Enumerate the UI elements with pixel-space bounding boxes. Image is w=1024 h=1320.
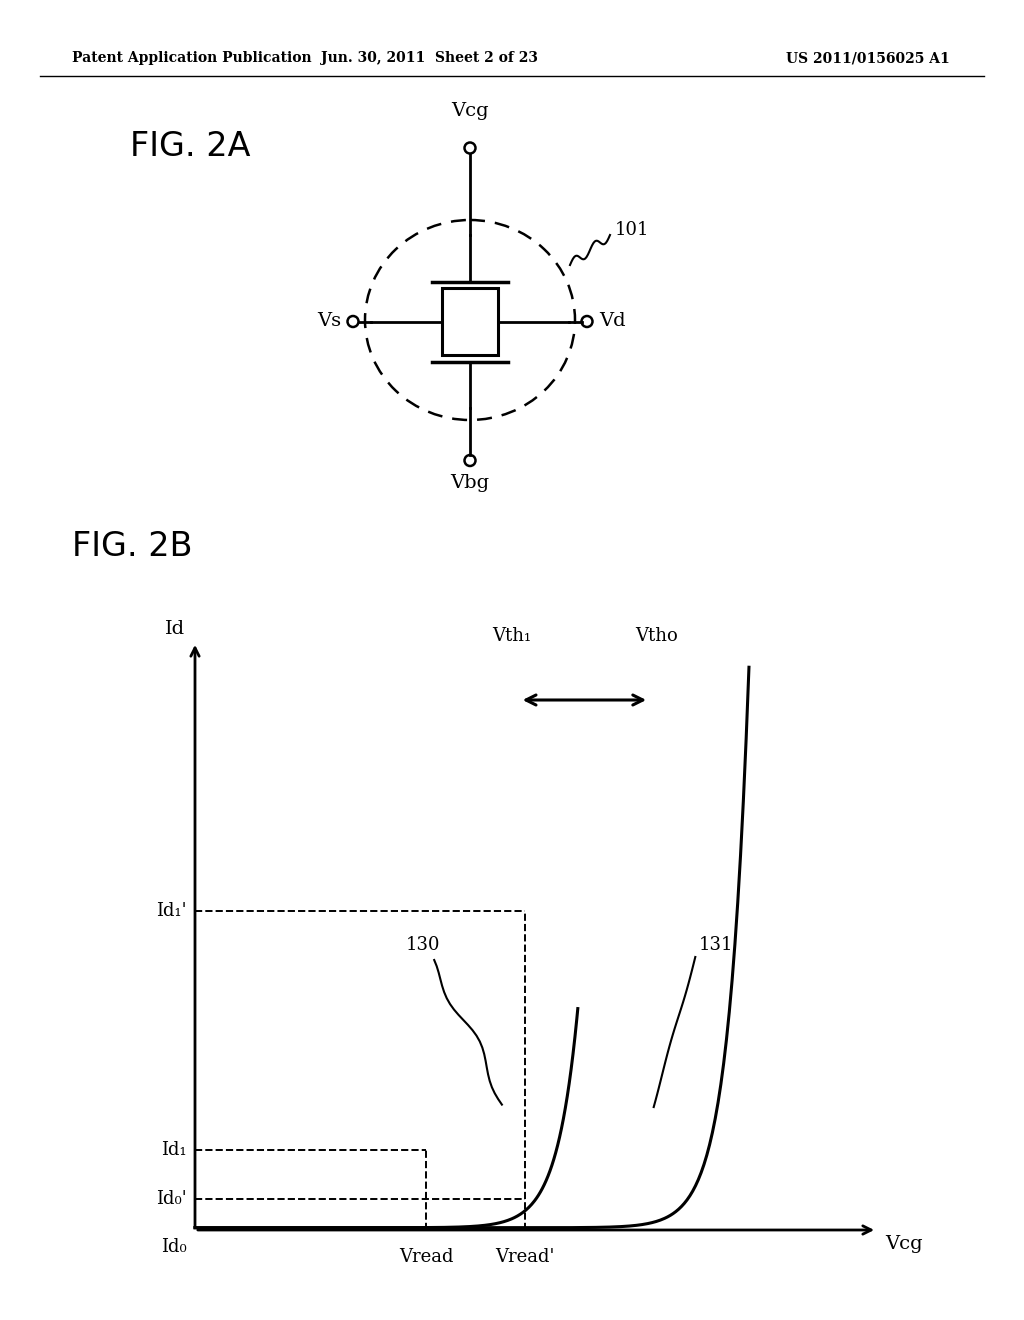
Text: Vth₁: Vth₁: [493, 627, 531, 645]
Text: US 2011/0156025 A1: US 2011/0156025 A1: [786, 51, 950, 65]
Text: FIG. 2A: FIG. 2A: [130, 129, 251, 162]
Text: Patent Application Publication: Patent Application Publication: [72, 51, 311, 65]
Text: Jun. 30, 2011  Sheet 2 of 23: Jun. 30, 2011 Sheet 2 of 23: [322, 51, 539, 65]
Text: Vs: Vs: [316, 313, 341, 330]
Text: Vtho: Vtho: [636, 627, 678, 645]
Text: Vcg: Vcg: [452, 102, 488, 120]
Text: Id₀: Id₀: [161, 1238, 187, 1257]
Text: Vcg: Vcg: [885, 1236, 923, 1253]
Text: Id: Id: [165, 620, 185, 638]
Text: 101: 101: [615, 220, 649, 239]
Text: 130: 130: [407, 936, 440, 954]
Text: Vread: Vread: [398, 1247, 454, 1266]
Text: Vread': Vread': [496, 1247, 555, 1266]
Text: 131: 131: [698, 936, 733, 954]
Text: FIG. 2B: FIG. 2B: [72, 531, 193, 564]
Bar: [442, 288, 498, 355]
Text: Vbg: Vbg: [451, 474, 489, 492]
Text: Id₁: Id₁: [162, 1142, 187, 1159]
Text: Vd: Vd: [599, 313, 626, 330]
Text: Id₀': Id₀': [157, 1189, 187, 1208]
Text: Id₁': Id₁': [157, 902, 187, 920]
